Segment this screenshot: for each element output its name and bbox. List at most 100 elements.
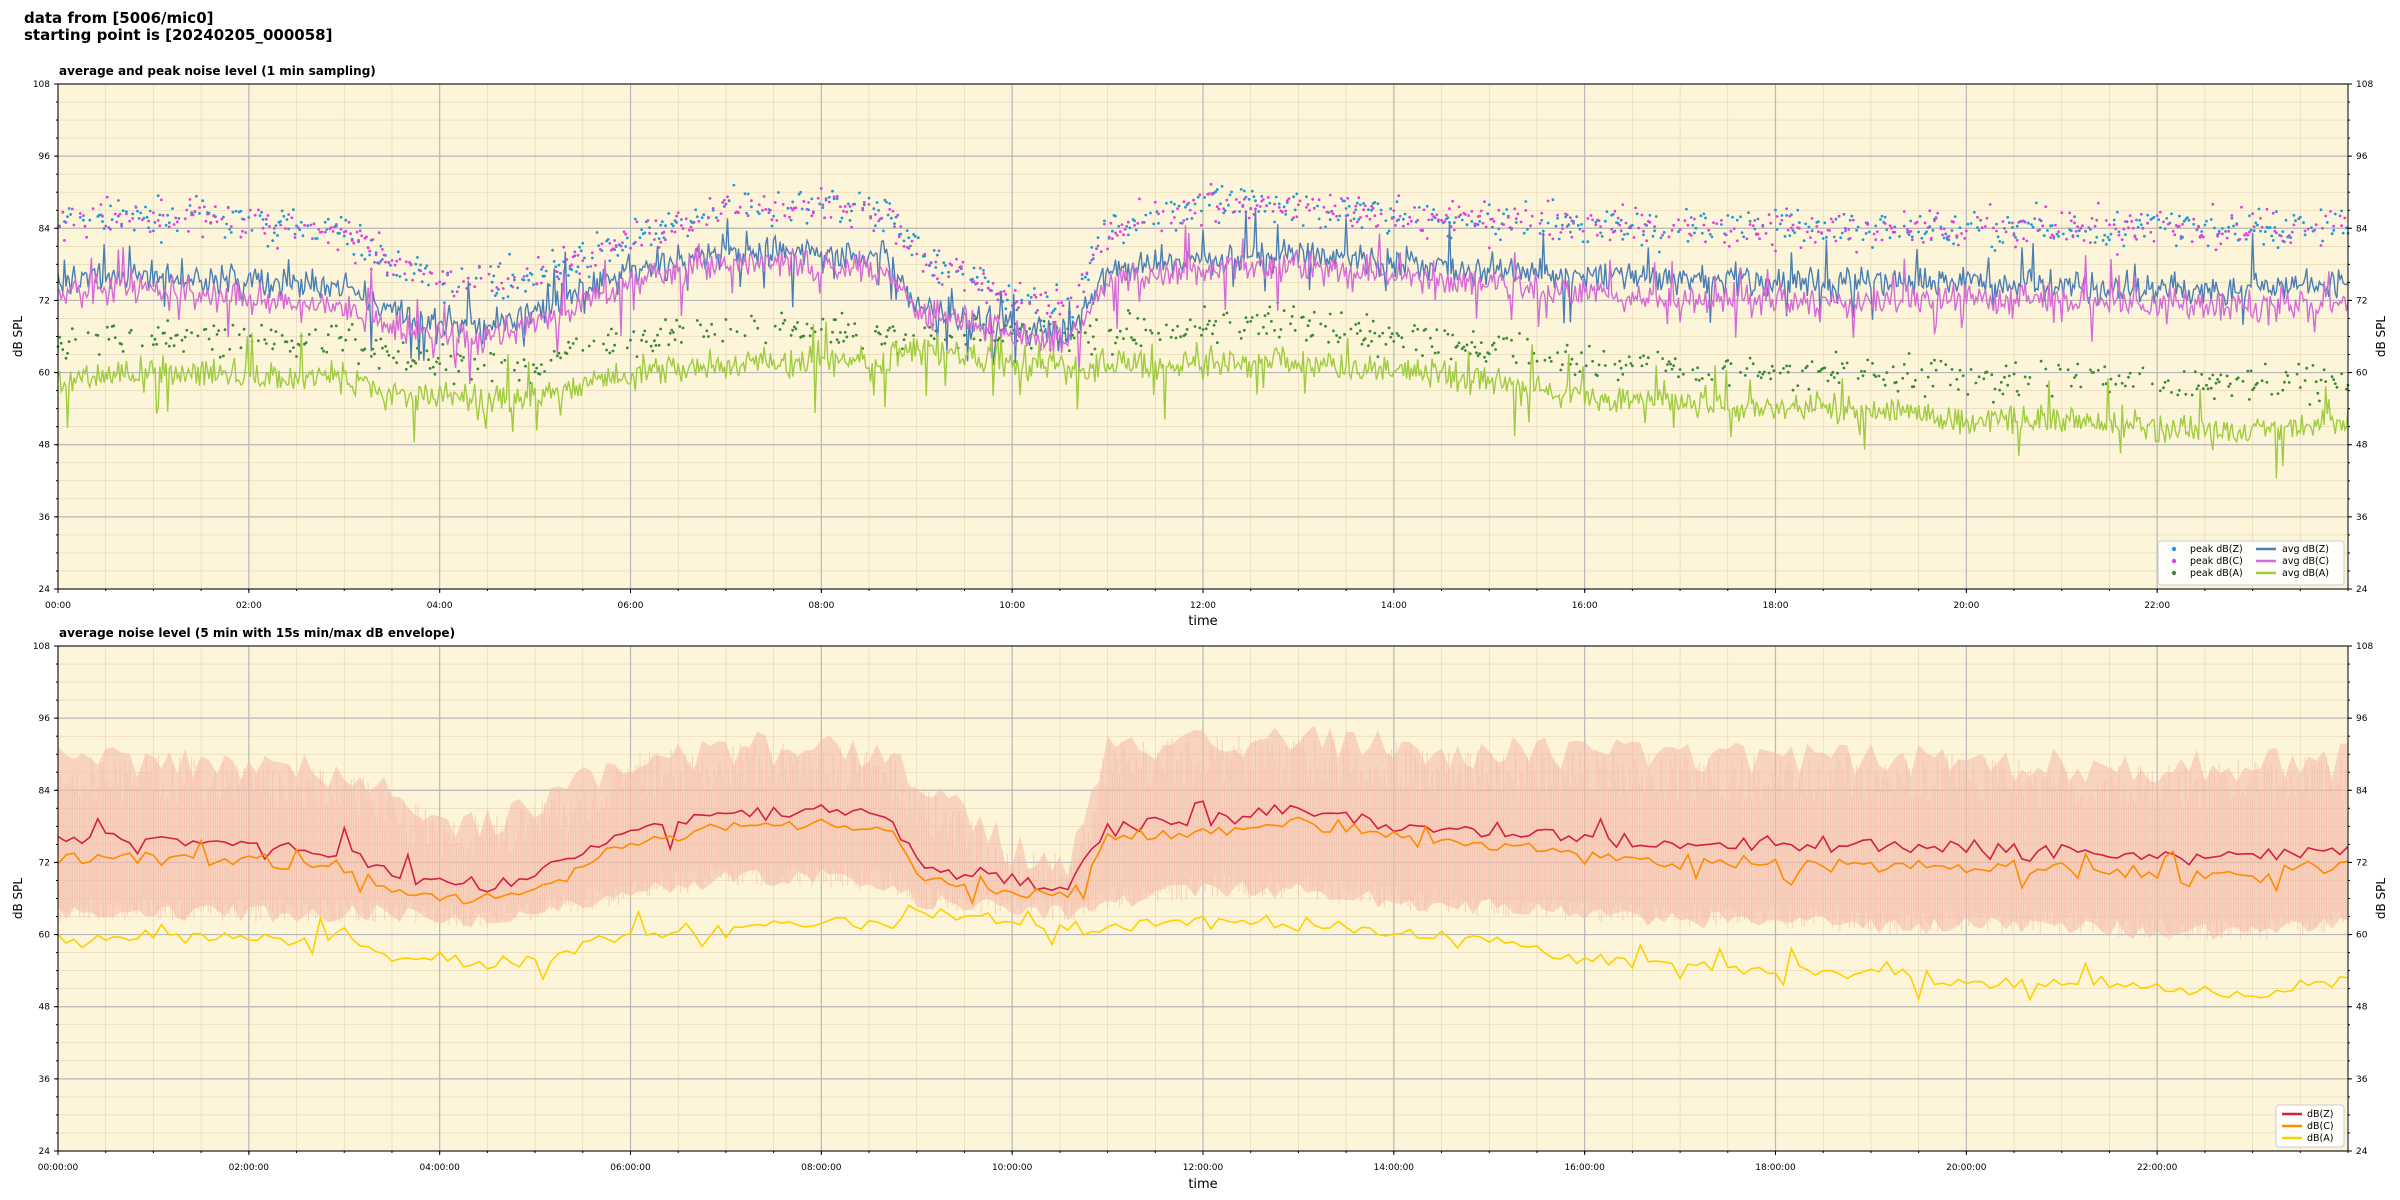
scatter-point <box>1745 237 1749 241</box>
scatter-point <box>1642 229 1645 233</box>
scatter-point <box>2124 384 2127 388</box>
scatter-point <box>115 220 119 224</box>
scatter-point <box>1526 228 1529 231</box>
scatter-point <box>1367 344 1370 348</box>
scatter-point <box>1783 235 1787 238</box>
scatter-point <box>1255 313 1259 317</box>
scatter-point <box>1109 328 1113 332</box>
scatter-point <box>1619 366 1623 370</box>
scatter-point <box>1942 236 1946 240</box>
scatter-point <box>2273 226 2277 229</box>
scatter-point <box>490 379 494 383</box>
y-tick-label-right: 60 <box>2356 369 2368 379</box>
scatter-point <box>2076 225 2080 229</box>
scatter-point <box>2055 232 2059 236</box>
scatter-point <box>315 237 319 240</box>
scatter-point <box>1114 214 1117 218</box>
scatter-point <box>831 330 834 334</box>
scatter-point <box>2289 241 2293 245</box>
scatter-point <box>640 228 643 232</box>
scatter-point <box>548 283 551 287</box>
scatter-point <box>1473 224 1477 228</box>
scatter-point <box>1265 332 1268 335</box>
scatter-point <box>891 325 895 328</box>
scatter-point <box>1540 218 1544 222</box>
scatter-point <box>1260 194 1264 198</box>
scatter-point <box>212 214 216 218</box>
scatter-point <box>2265 207 2269 211</box>
scatter-point <box>2190 393 2194 397</box>
scatter-point <box>743 192 747 196</box>
scatter-point <box>1083 331 1087 335</box>
scatter-point <box>1330 210 1334 214</box>
x-tick-label: 06:00 <box>618 601 644 611</box>
scatter-point <box>986 280 990 283</box>
scatter-point <box>1815 225 1819 228</box>
scatter-point <box>1939 227 1943 231</box>
scatter-point <box>1115 233 1119 237</box>
scatter-point <box>1123 227 1127 231</box>
scatter-point <box>1335 334 1338 337</box>
scatter-point <box>1282 309 1286 312</box>
scatter-point <box>2057 235 2061 238</box>
scatter-point <box>2025 239 2029 243</box>
scatter-point <box>1443 220 1447 224</box>
scatter-point <box>1422 208 1426 212</box>
scatter-point <box>660 220 664 224</box>
scatter-point <box>536 255 540 259</box>
scatter-point <box>1376 202 1380 206</box>
scatter-point <box>913 235 917 238</box>
scatter-point <box>1363 204 1367 208</box>
scatter-point <box>1828 229 1831 232</box>
scatter-point <box>753 319 756 323</box>
scatter-point <box>85 235 88 239</box>
scatter-point <box>323 220 327 224</box>
scatter-point <box>476 367 480 371</box>
scatter-point <box>1136 317 1140 320</box>
scatter-point <box>172 223 176 226</box>
scatter-point <box>1033 287 1036 290</box>
scatter-point <box>195 194 198 198</box>
scatter-point <box>1769 221 1773 225</box>
scatter-point <box>1390 332 1394 336</box>
scatter-point <box>590 251 594 255</box>
scatter-point <box>431 365 435 369</box>
scatter-point <box>1201 328 1205 331</box>
scatter-point <box>1510 338 1513 342</box>
scatter-point <box>1263 209 1267 213</box>
scatter-point <box>810 214 814 218</box>
scatter-point <box>1953 215 1957 219</box>
scatter-point <box>1683 219 1687 223</box>
scatter-point <box>1002 290 1006 293</box>
scatter-point <box>1465 223 1469 227</box>
scatter-point <box>1616 378 1620 382</box>
scatter-point <box>800 207 804 211</box>
scatter-point <box>2069 229 2073 233</box>
scatter-point <box>932 274 936 277</box>
scatter-point <box>239 235 243 239</box>
scatter-point <box>1343 333 1346 336</box>
scatter-point <box>1308 209 1311 212</box>
scatter-point <box>301 234 305 238</box>
scatter-point <box>2117 233 2121 237</box>
scatter-point <box>2093 224 2097 228</box>
scatter-point <box>902 239 906 243</box>
scatter-point <box>2263 230 2267 234</box>
scatter-point <box>757 212 761 216</box>
scatter-point <box>1712 221 1715 225</box>
scatter-point <box>1052 309 1055 313</box>
scatter-point <box>185 208 189 212</box>
scatter-point <box>1914 378 1917 382</box>
scatter-point <box>1416 327 1420 331</box>
scatter-point <box>1212 323 1216 327</box>
scatter-point <box>595 231 599 234</box>
scatter-point <box>732 183 736 187</box>
scatter-point <box>1020 298 1024 302</box>
scatter-point <box>708 197 712 200</box>
scatter-point <box>843 330 847 334</box>
scatter-point <box>1918 215 1922 218</box>
scatter-point <box>940 271 944 275</box>
scatter-point <box>681 326 685 330</box>
scatter-point <box>963 289 966 292</box>
scatter-point <box>346 242 349 246</box>
